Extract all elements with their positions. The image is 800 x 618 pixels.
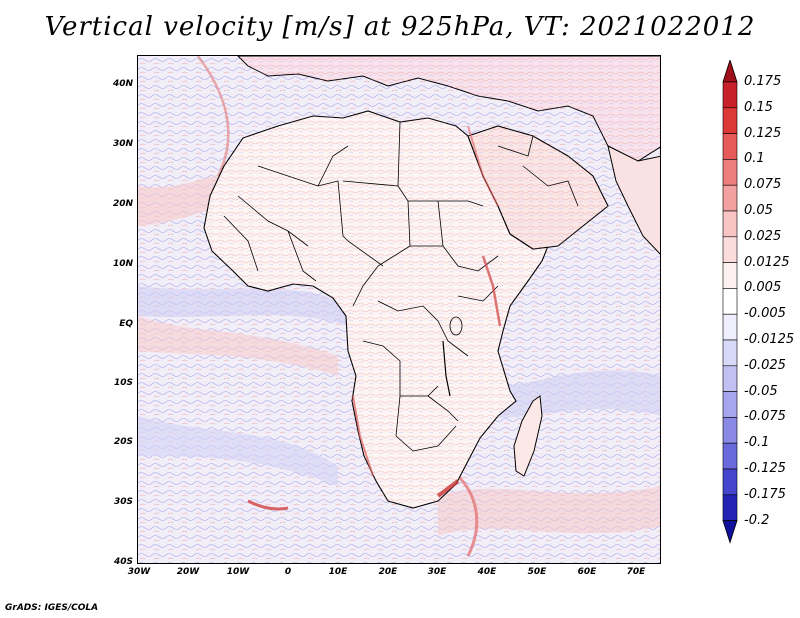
- lon-label: 20E: [378, 567, 398, 577]
- colorbar-label: 0.05: [744, 203, 773, 218]
- lon-label: 20W: [176, 567, 200, 577]
- colorbar-segment: [722, 107, 738, 134]
- coastal-streak: [436, 479, 460, 498]
- colorbar-segment: [722, 313, 738, 341]
- colorbar-segment: [722, 133, 738, 160]
- country-borders: [223, 121, 579, 452]
- colorbar-segment: [722, 81, 738, 109]
- ocean-streak: [247, 499, 289, 511]
- colorbar-label: 0.0125: [744, 254, 790, 270]
- lon-label: 40E: [477, 567, 497, 577]
- colorbar-label: 0.175: [744, 74, 782, 89]
- colorbar-segment: [722, 262, 738, 289]
- coastal-streak: [352, 395, 374, 477]
- ocean-band-red: [138, 316, 338, 376]
- ocean-streak: [456, 474, 479, 557]
- colorbar-label: -0.175: [744, 486, 786, 502]
- coastal-streak: [481, 255, 502, 327]
- lat-label: 40N: [112, 79, 133, 89]
- colorbar-label: -0.05: [744, 383, 778, 399]
- ocean-band-blue: [138, 286, 348, 326]
- lon-label: 30W: [127, 567, 151, 577]
- colorbar-label: -0.0125: [744, 332, 795, 347]
- map-panel: [137, 55, 661, 564]
- lat-label: EQ: [119, 319, 133, 329]
- lat-label: 20S: [113, 437, 133, 447]
- red-sea-streak: [467, 125, 499, 207]
- lat-label: 10N: [112, 259, 133, 269]
- colorbar-segment: [722, 365, 738, 392]
- india-land: [607, 145, 660, 255]
- colorbar: [722, 60, 738, 544]
- rift-lakes: [442, 340, 451, 397]
- africa-land-texture: [204, 111, 548, 508]
- colorbar-segment: [722, 494, 738, 521]
- colorbar-min-arrow: [722, 520, 738, 544]
- colorbar-segment: [722, 288, 738, 315]
- lat-label: 30N: [112, 139, 133, 149]
- colorbar-label: -0.005: [744, 306, 786, 322]
- map-title: Vertical velocity [m/s] at 925hPa, VT: 2…: [44, 12, 756, 42]
- colorbar-label: 0.125: [744, 125, 782, 141]
- madagascar-land: [513, 395, 543, 477]
- arabia-texture: [468, 126, 608, 249]
- africa-map: [138, 56, 660, 563]
- lat-label: 20N: [112, 199, 133, 209]
- lon-label: 10W: [226, 567, 250, 577]
- colorbar-label: -0.2: [744, 512, 770, 528]
- lat-label: 30S: [113, 497, 133, 507]
- eurasia-texture: [238, 56, 660, 161]
- ocean-band-blue: [468, 370, 660, 419]
- colorbar-label: -0.1: [744, 435, 770, 451]
- lon-label: 70E: [626, 567, 646, 577]
- colorbar-label: 0.005: [744, 280, 782, 296]
- ocean-streak: [196, 56, 230, 177]
- lon-label: 0: [284, 567, 292, 577]
- colorbar-max-arrow: [722, 60, 738, 83]
- ocean-band-red: [438, 486, 660, 536]
- colorbar-segment: [722, 391, 738, 418]
- colorbar-segment: [722, 417, 738, 444]
- colorbar-segment: [722, 339, 738, 367]
- colorbar-segment: [722, 236, 738, 263]
- colorbar-label: -0.125: [744, 461, 786, 476]
- ocean-band-blue: [138, 416, 338, 486]
- colorbar-label: 0.025: [744, 228, 782, 244]
- lon-label: 10E: [328, 567, 348, 577]
- lake-victoria: [449, 316, 463, 336]
- lon-label: 30E: [427, 567, 447, 577]
- credit-text: GrADS: IGES/COLA: [5, 603, 99, 613]
- colorbar-segment: [722, 468, 738, 496]
- lat-label: 10S: [113, 378, 133, 388]
- colorbar-segment: [722, 210, 738, 238]
- colorbar-segment: [722, 442, 738, 470]
- colorbar-segment: [722, 184, 738, 212]
- lon-label: 60E: [577, 567, 597, 577]
- lon-label: 50E: [527, 567, 547, 577]
- colorbar-label: -0.075: [744, 409, 786, 425]
- lat-label: 40S: [113, 557, 133, 567]
- colorbar-label: 0.15: [744, 99, 773, 115]
- colorbar-label: 0.075: [744, 177, 782, 193]
- colorbar-label: 0.1: [744, 151, 765, 167]
- colorbar-segment: [722, 159, 738, 186]
- colorbar-label: -0.025: [744, 357, 786, 373]
